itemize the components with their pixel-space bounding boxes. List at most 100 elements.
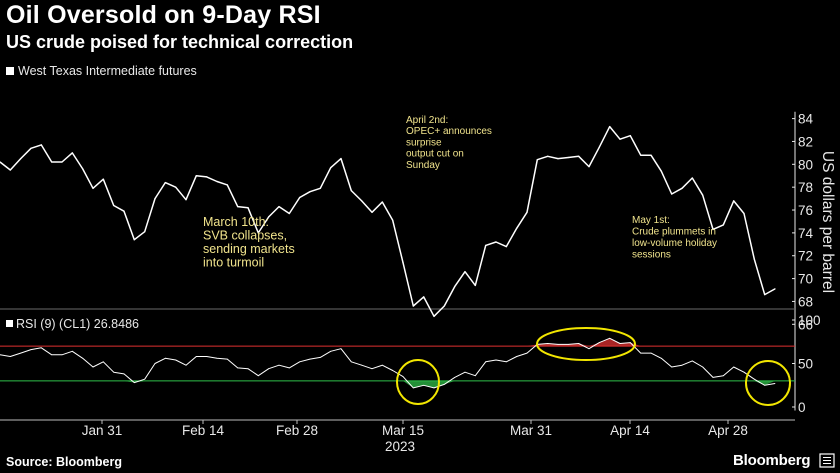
- price-point-24: [247, 207, 249, 209]
- rsi-point-72: [743, 371, 745, 373]
- price-point-49: [505, 246, 507, 248]
- rsi-point-46: [474, 375, 476, 377]
- rsi-point-50: [516, 356, 518, 357]
- price-point-17: [175, 186, 177, 188]
- price-point-62: [640, 154, 642, 156]
- rsi-point-16: [164, 357, 166, 359]
- price-point-10: [102, 178, 104, 180]
- rsi-series-line: [0, 337, 776, 389]
- price-ytick-label-3: 72: [798, 249, 813, 264]
- price-point-21: [216, 180, 218, 183]
- annotation-2-line-3: sessions: [632, 250, 671, 261]
- rsi-point-4: [40, 347, 42, 349]
- rsi-point-45: [464, 371, 466, 373]
- rsi-legend-swatch: [6, 320, 13, 327]
- x-tick-label-1: Feb 14: [182, 423, 225, 438]
- rsi-point-30: [309, 358, 311, 360]
- rsi-point-48: [495, 359, 497, 361]
- price-y-axis-label: US dollars per barrel: [819, 151, 836, 293]
- annotation-1-line-4: Sunday: [406, 160, 440, 171]
- price-point-70: [722, 224, 724, 226]
- highlight-circle-may: [745, 360, 791, 406]
- rsi-ytick-label-2: 100: [798, 313, 821, 328]
- annotation-1-line-3: output cut on: [406, 149, 464, 160]
- annotation-0-line-3: into turmoil: [203, 256, 264, 270]
- price-point-0: [0, 161, 1, 163]
- price-ytick-label-1: 68: [798, 294, 813, 309]
- source-note: Source: Bloomberg: [6, 455, 122, 469]
- rsi-point-36: [371, 368, 373, 370]
- price-point-1: [9, 169, 11, 171]
- rsi-point-66: [681, 364, 683, 366]
- price-legend: West Texas Intermediate futures: [6, 64, 197, 78]
- price-ytick-label-9: 84: [798, 112, 814, 127]
- price-point-63: [650, 154, 652, 156]
- rsi-ytick-label-0: 0: [798, 400, 806, 415]
- price-point-52: [536, 159, 538, 161]
- price-point-42: [433, 315, 435, 317]
- rsi-point-13: [133, 382, 135, 383]
- x-tick-label-4: Mar 31: [510, 423, 552, 438]
- price-ytick-label-8: 82: [798, 134, 813, 149]
- price-ytick-label-7: 80: [798, 157, 813, 172]
- rsi-point-75: [774, 383, 776, 384]
- rsi-point-27: [278, 364, 280, 366]
- price-point-66: [681, 187, 683, 189]
- price-point-12: [123, 210, 125, 212]
- rsi-overbought-fill-1: [589, 338, 641, 347]
- annotation-2-line-1: Crude plummets in: [632, 227, 716, 238]
- rsi-point-41: [423, 384, 425, 386]
- bloomberg-logo-box: [819, 453, 835, 468]
- price-point-13: [133, 239, 135, 241]
- rsi-point-31: [319, 357, 321, 358]
- rsi-point-64: [660, 357, 662, 359]
- price-point-43: [443, 305, 445, 307]
- highlight-circle-apr: [536, 327, 636, 361]
- price-point-54: [557, 158, 559, 160]
- price-point-39: [402, 262, 404, 264]
- price-point-36: [371, 211, 373, 213]
- price-point-26: [268, 216, 270, 218]
- rsi-point-33: [340, 348, 342, 350]
- rsi-point-3: [30, 349, 32, 350]
- price-ytick-label-6: 78: [798, 180, 813, 195]
- price-point-6: [61, 161, 63, 163]
- rsi-point-58: [598, 342, 600, 343]
- price-point-5: [51, 161, 53, 163]
- rsi-point-6: [61, 354, 63, 356]
- rsi-point-56: [578, 343, 580, 344]
- x-tick-label-0: Jan 31: [82, 423, 123, 438]
- rsi-point-37: [381, 364, 383, 366]
- price-point-9: [92, 187, 94, 189]
- price-point-27: [278, 206, 280, 208]
- rsi-point-51: [526, 352, 528, 354]
- price-ytick-label-0: 66: [798, 317, 813, 332]
- annotation-0-line-1: SVB collapses,: [203, 229, 287, 243]
- rsi-point-8: [82, 357, 84, 359]
- rsi-oversold-fill-1: [403, 380, 455, 388]
- annotation-1-line-1: OPEC+ announces: [406, 126, 492, 137]
- rsi-point-21: [216, 357, 218, 359]
- price-point-30: [309, 191, 311, 193]
- price-point-73: [753, 258, 755, 260]
- rsi-point-14: [144, 378, 146, 380]
- price-point-56: [578, 155, 580, 157]
- price-ytick-label-5: 76: [798, 203, 813, 218]
- price-point-74: [764, 294, 766, 296]
- price-point-33: [340, 158, 342, 160]
- rsi-point-67: [691, 360, 693, 362]
- price-point-35: [361, 200, 363, 202]
- rsi-point-35: [361, 364, 363, 366]
- x-year-label: 2023: [385, 439, 415, 454]
- rsi-point-60: [619, 343, 621, 344]
- annotation-1-line-2: surprise: [406, 137, 442, 148]
- highlight-circle-mar15: [396, 359, 440, 405]
- price-point-58: [598, 146, 600, 148]
- price-point-16: [164, 182, 166, 184]
- annotation-0-line-0: March 10th:: [203, 215, 269, 229]
- price-point-41: [423, 296, 425, 298]
- price-point-3: [30, 147, 32, 149]
- rsi-point-73: [753, 378, 755, 380]
- bloomberg-logo: Bloomberg: [733, 452, 811, 469]
- price-ytick-label-4: 74: [798, 226, 814, 241]
